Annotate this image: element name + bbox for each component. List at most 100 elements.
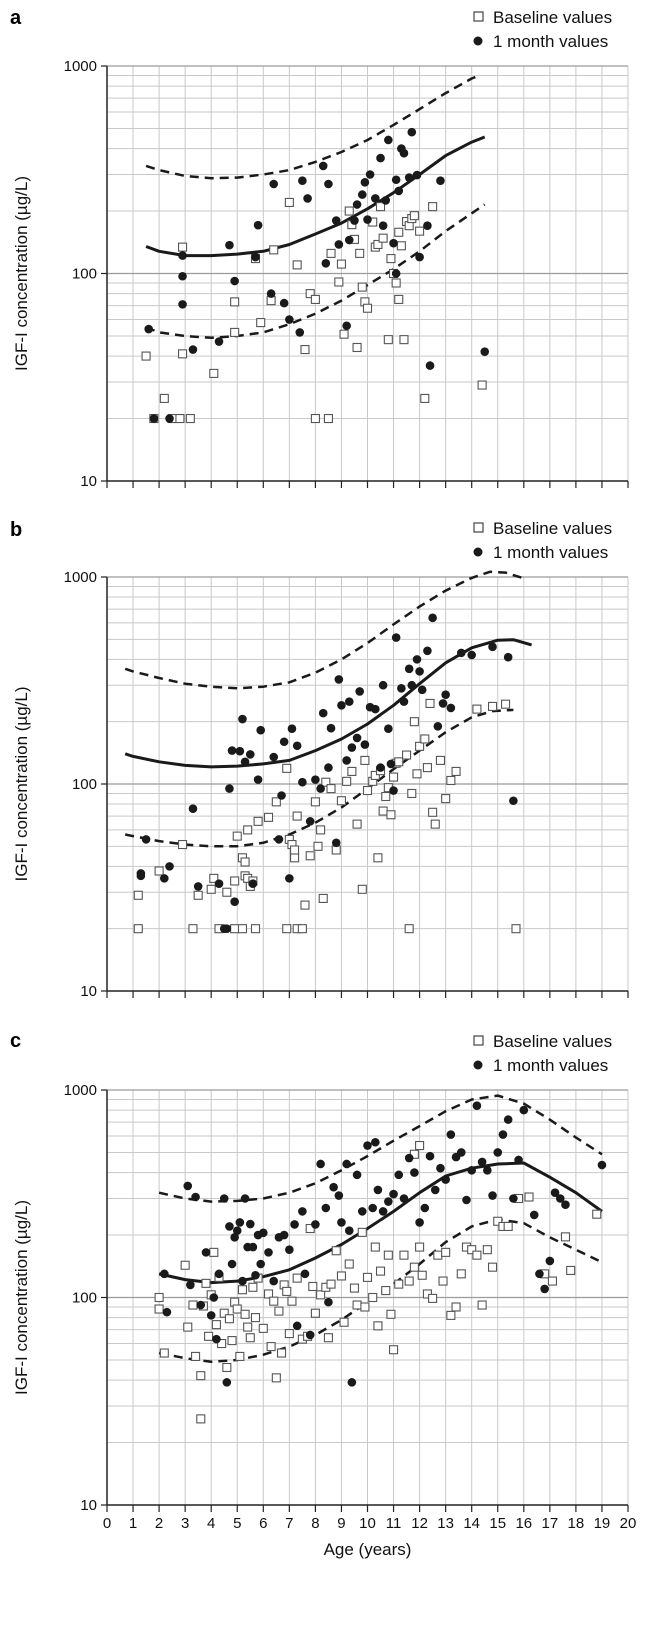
baseline-point bbox=[524, 1192, 534, 1202]
baseline-point bbox=[269, 1296, 279, 1306]
baseline-point bbox=[326, 784, 336, 794]
baseline-point bbox=[339, 1317, 349, 1327]
baseline-point bbox=[159, 393, 169, 403]
baseline-point bbox=[438, 1276, 448, 1286]
legend-label: Baseline values bbox=[493, 8, 612, 27]
baseline-point bbox=[175, 413, 185, 424]
baseline-point bbox=[383, 335, 393, 345]
baseline-point bbox=[394, 227, 404, 237]
one-month-point bbox=[415, 667, 424, 676]
one-month-point bbox=[316, 1159, 325, 1169]
one-month-point bbox=[311, 1220, 320, 1229]
baseline-point bbox=[381, 1286, 391, 1296]
one-month-point bbox=[326, 723, 336, 733]
one-month-point bbox=[160, 874, 169, 883]
baseline-point bbox=[188, 1300, 198, 1310]
baseline-point bbox=[472, 1250, 482, 1260]
one-month-point bbox=[378, 221, 388, 230]
one-month-point bbox=[389, 238, 398, 248]
baseline-point bbox=[375, 1266, 386, 1276]
one-month-point bbox=[410, 1168, 419, 1177]
one-month-point bbox=[305, 817, 315, 826]
baseline-point bbox=[404, 924, 414, 934]
baseline-point bbox=[237, 1285, 248, 1295]
one-month-point bbox=[292, 741, 302, 751]
baseline-point bbox=[188, 924, 198, 934]
baseline-point bbox=[316, 825, 326, 835]
baseline-point bbox=[428, 807, 438, 817]
baseline-point bbox=[357, 884, 367, 894]
series-one-month bbox=[144, 127, 490, 423]
baseline-point bbox=[336, 796, 347, 806]
baseline-point bbox=[487, 701, 498, 711]
one-month-point bbox=[274, 835, 284, 844]
one-month-point bbox=[503, 652, 513, 662]
one-month-point bbox=[248, 879, 258, 888]
curve-upper bbox=[124, 570, 525, 690]
baseline-point bbox=[493, 1216, 503, 1226]
one-month-point bbox=[334, 675, 344, 684]
one-month-point bbox=[391, 633, 401, 642]
one-month-point bbox=[344, 697, 354, 706]
one-month-point bbox=[277, 791, 286, 800]
panel-b: b 1000 100 10 IGF-I concentration (µg/L) Base… bbox=[10, 519, 629, 1000]
one-month-point bbox=[305, 1330, 315, 1340]
baseline-point bbox=[441, 1247, 451, 1257]
baseline-point bbox=[204, 1331, 214, 1341]
baseline-point bbox=[399, 1250, 409, 1260]
one-month-point bbox=[597, 1160, 607, 1170]
one-month-point bbox=[209, 1293, 219, 1302]
y-axis-title: IGF-I concentration (µg/L) bbox=[12, 687, 31, 882]
one-month-point bbox=[467, 1166, 477, 1175]
one-month-point bbox=[230, 1233, 239, 1242]
baseline-point bbox=[263, 1289, 274, 1299]
legend-label: Baseline values bbox=[493, 1032, 612, 1051]
one-month-point bbox=[298, 777, 307, 787]
one-month-point bbox=[240, 1194, 250, 1203]
x-tick-label: 3 bbox=[181, 1515, 189, 1532]
y-tick-label: 100 bbox=[72, 1290, 97, 1307]
baseline-point bbox=[180, 1260, 190, 1270]
baseline-point bbox=[308, 1281, 318, 1292]
one-month-point bbox=[178, 251, 187, 260]
grid bbox=[107, 65, 629, 481]
one-month-point bbox=[214, 337, 224, 346]
baseline-point bbox=[407, 788, 417, 799]
one-month-point bbox=[321, 258, 331, 268]
one-month-point bbox=[227, 1259, 237, 1269]
baseline-point bbox=[316, 1290, 326, 1300]
grid bbox=[107, 576, 629, 991]
baseline-point bbox=[391, 278, 401, 288]
baseline-point bbox=[177, 242, 188, 252]
one-month-point bbox=[381, 196, 391, 205]
panel-a: a 1000 100 10 IGF-I concentration (µg/L) Base… bbox=[10, 7, 629, 490]
one-month-point bbox=[378, 680, 388, 690]
baseline-point bbox=[394, 294, 404, 304]
grid bbox=[107, 1089, 629, 1505]
one-month-point bbox=[329, 1182, 338, 1192]
legend-label: 1 month values bbox=[493, 1056, 608, 1075]
baseline-point bbox=[331, 1246, 341, 1256]
one-month-point bbox=[342, 321, 351, 331]
baseline-point bbox=[422, 763, 432, 773]
baseline-point bbox=[266, 1342, 276, 1352]
baseline-point bbox=[446, 775, 456, 786]
baseline-point bbox=[383, 1250, 393, 1260]
y-tick-label: 1000 bbox=[64, 569, 97, 586]
baseline-point bbox=[154, 1304, 164, 1314]
one-month-point bbox=[477, 1157, 487, 1167]
curve-upper bbox=[145, 75, 478, 180]
x-tick-label: 16 bbox=[515, 1515, 532, 1532]
baseline-point bbox=[428, 202, 438, 212]
one-month-point bbox=[201, 1248, 211, 1257]
one-month-point bbox=[441, 1175, 450, 1184]
one-month-point bbox=[232, 1226, 242, 1235]
one-month-point bbox=[540, 1284, 549, 1294]
y-tick-label: 100 bbox=[72, 776, 97, 793]
one-month-point bbox=[360, 178, 370, 187]
baseline-point bbox=[472, 704, 482, 714]
baseline-point bbox=[245, 1333, 255, 1343]
baseline-point bbox=[230, 327, 240, 337]
baseline-point bbox=[222, 887, 232, 897]
baseline-point bbox=[355, 248, 365, 258]
